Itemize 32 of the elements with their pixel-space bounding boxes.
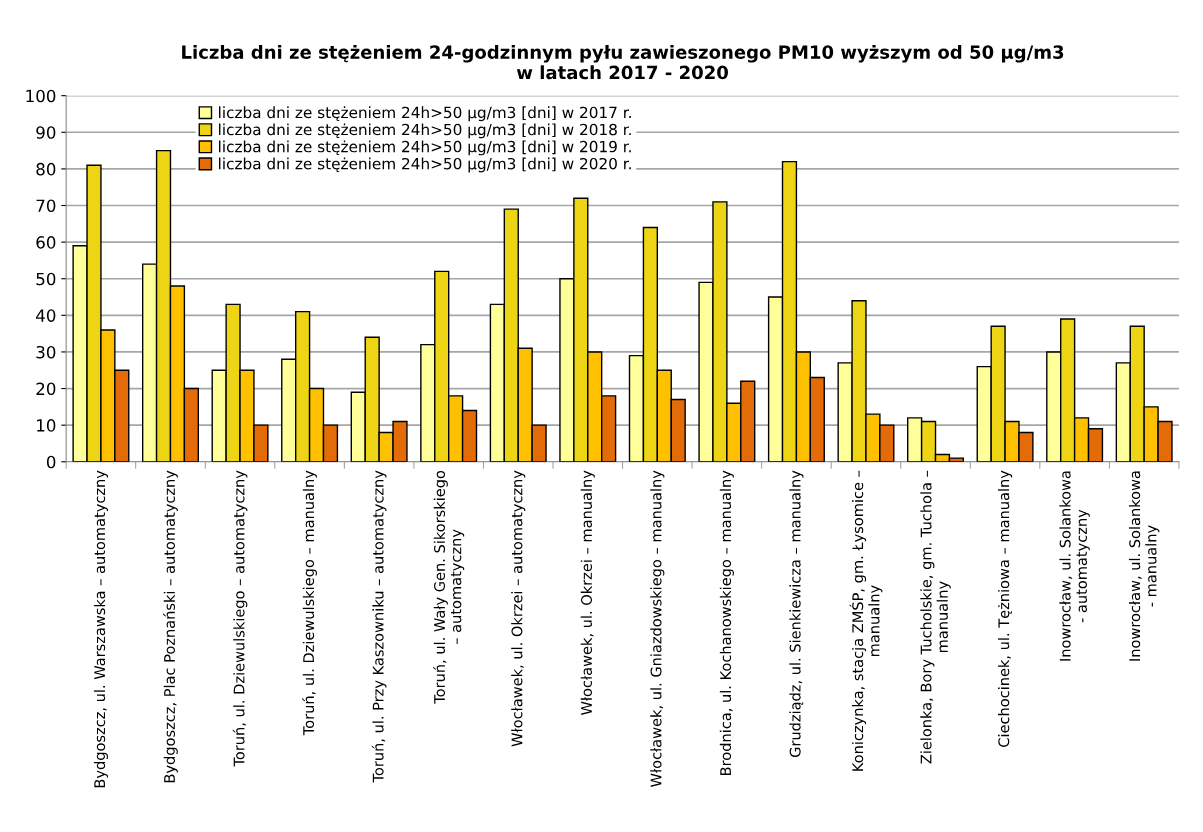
x-tick-label: Inowrocław, ul. Solankowa - automatyczny (1059, 471, 1090, 661)
legend-label: liczba dni ze stężeniem 24h>50 µg/m3 [dni] w 2018 r. (219, 123, 631, 139)
x-tick-label: Brodnica, ul. Kochanowskiego – manualny (719, 470, 734, 775)
legend-label: liczba dni ze stężeniem 24h>50 µg/m3 [dni] w 2020 r. (219, 157, 631, 173)
y-tick-label: 10 (37, 419, 56, 432)
x-tick-label: Włocławek, ul. Okrzei – automatyczny (511, 470, 526, 747)
x-tick-label: Włocławek, ul. Okrzei – manualny (580, 470, 595, 716)
x-tick-label: Toruń, ul. Przy Kaszowniku – automatyczny (371, 470, 387, 783)
y-tick-label: 80 (36, 162, 56, 176)
x-tick-label: Toruń, ul. Dziewulskiego – manualny (302, 470, 317, 736)
x-tick-label: Bydgoszcz, ul. Warszawska – automatyczny (93, 470, 108, 788)
x-tick-label: Ciechocinek, ul. Tężniowa – manualny (998, 470, 1013, 747)
x-tick-label: Grudziądz, ul. Sienkiewicza – manualny (789, 470, 804, 758)
x-tick-label: Bydgoszcz, Plac Poznański – automatyczny (163, 470, 178, 783)
y-tick-label: 60 (36, 236, 56, 249)
x-tick-label: Zielonka, Bory Tucholskie, gm. Tuchola – manualny (920, 470, 951, 764)
y-tick-label: 90 (36, 126, 56, 139)
y-tick-label: 20 (36, 382, 56, 396)
legend-label: liczba dni ze stężeniem 24h>50 µg/m3 [dni] w 2017 r. (219, 106, 631, 122)
y-tick-label: 100 (26, 89, 56, 103)
y-tick-label: 70 (36, 199, 56, 213)
x-tick-label: Koniczynka, stacja ZMŚP, gm. Łysomice – manualny (849, 470, 883, 771)
x-tick-label: Toruń, ul. Dziewulskiego – automatyczny (232, 470, 248, 767)
x-tick-label: Inowrocław, ul. Solankowa - manualny (1128, 471, 1160, 661)
y-tick-label: 0 (46, 455, 56, 469)
x-tick-label: Toruń, ul. Wały Gen. Sikorskiego – automatyczny (433, 470, 465, 704)
y-tick-label: 30 (36, 345, 56, 359)
y-tick-label: 50 (36, 272, 56, 286)
legend-label: liczba dni ze stężeniem 24h>50 µg/m3 [dni] w 2019 r. (219, 140, 631, 156)
x-tick-label: Włocławek, ul. Gniazdowskiego – manualny (650, 470, 665, 787)
chart-title: Liczba dni ze stężeniem 24-godzinnym pyłu zawieszonego PM10 wyższym od 50 µg/m3 w latach 2017 - 2020 (182, 44, 1064, 80)
y-tick-label: 40 (36, 309, 56, 322)
